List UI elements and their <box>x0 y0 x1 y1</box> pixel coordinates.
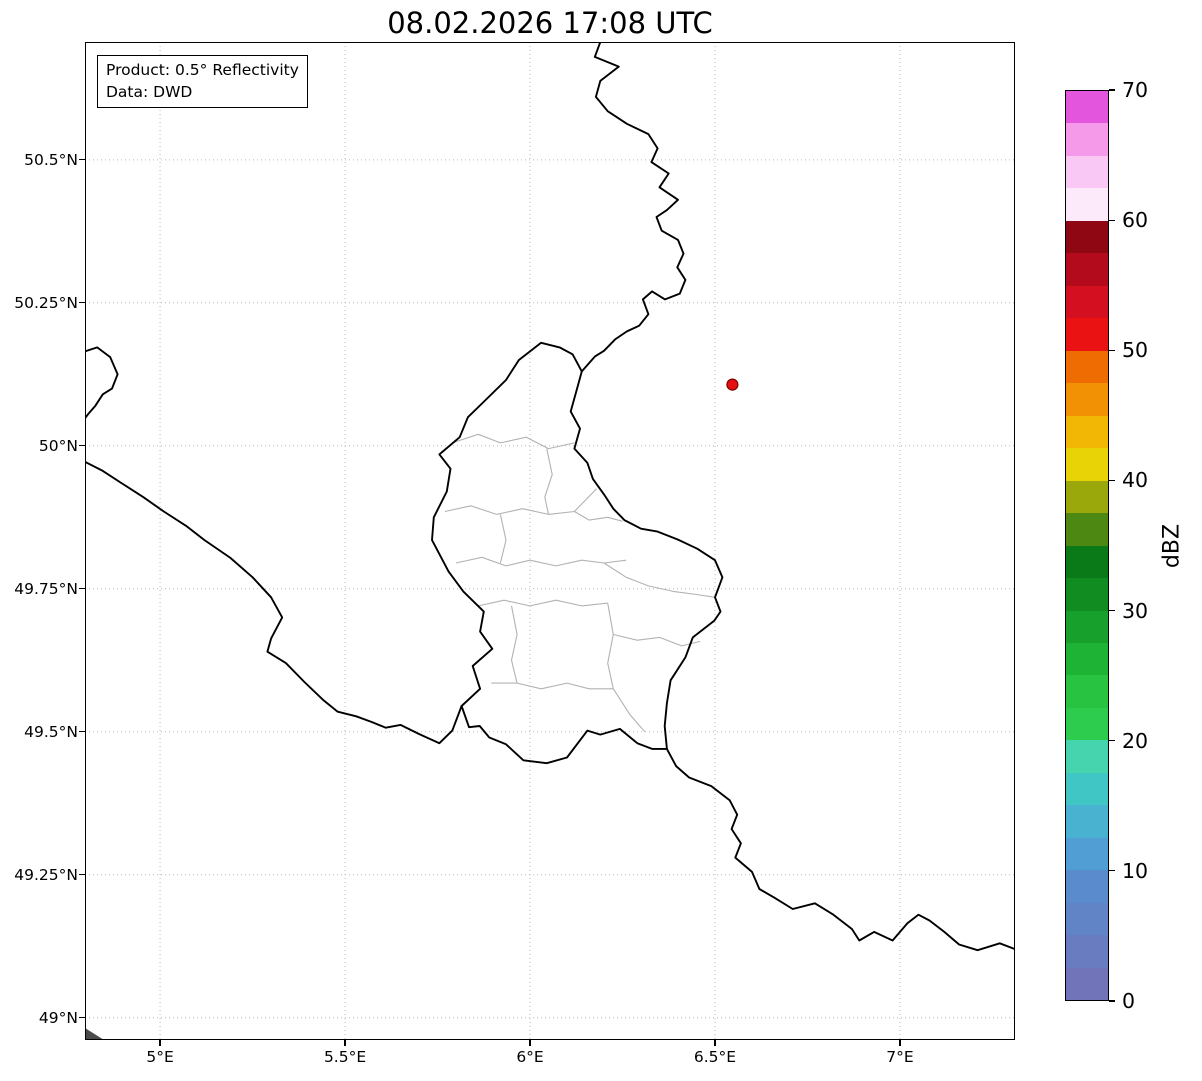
canton-border <box>613 633 701 647</box>
colorbar-tick-mark <box>1109 89 1115 91</box>
y-tick-label: 50°N <box>38 436 78 455</box>
colorbar-tick-label: 0 <box>1122 989 1136 1013</box>
x-tick-mark <box>714 1040 716 1046</box>
canton-border <box>455 556 627 567</box>
colorbar-tick-label: 20 <box>1122 728 1149 753</box>
y-tick-mark <box>79 445 85 447</box>
x-tick-label: 6.5°E <box>693 1048 737 1066</box>
colorbar-segment <box>1066 610 1108 643</box>
x-tick-mark <box>159 1040 161 1046</box>
colorbar <box>1065 90 1109 1001</box>
givet-finger-border <box>85 346 119 420</box>
colorbar-segment <box>1066 870 1108 903</box>
x-tick-mark <box>899 1040 901 1046</box>
colorbar-tick-mark <box>1109 609 1115 612</box>
canton-border <box>574 511 623 522</box>
colorbar-segment <box>1066 383 1108 416</box>
colorbar-segment <box>1066 642 1108 676</box>
colorbar-segment <box>1066 318 1108 351</box>
canton-border <box>607 603 614 689</box>
y-tick-label: 49.75°N <box>14 579 78 598</box>
colorbar-segment <box>1066 220 1108 254</box>
canton-border <box>478 599 608 607</box>
y-tick-label: 50.5°N <box>24 150 78 169</box>
colorbar-tick-label: 30 <box>1122 598 1149 623</box>
luxembourg-border <box>431 341 724 765</box>
y-tick-label: 50.25°N <box>14 293 78 312</box>
colorbar-segment <box>1066 740 1108 773</box>
colorbar-segment <box>1066 448 1108 481</box>
germany-belgium-border <box>580 42 687 373</box>
y-tick-mark <box>79 1017 85 1019</box>
x-tick-label: 5°E <box>146 1048 174 1066</box>
colorbar-segment <box>1066 155 1108 189</box>
colorbar-tick-mark <box>1109 740 1115 742</box>
colorbar-tick-mark <box>1109 349 1115 351</box>
y-tick-mark <box>79 874 85 876</box>
colorbar-segment <box>1066 123 1108 156</box>
y-tick-mark <box>79 159 85 161</box>
colorbar-segment <box>1066 253 1108 286</box>
x-tick-mark <box>344 1040 346 1046</box>
colorbar-segment <box>1066 188 1108 221</box>
colorbar-segment <box>1066 935 1108 968</box>
annotation-product: Product: 0.5° Reflectivity <box>106 61 299 79</box>
colorbar-segment <box>1066 805 1108 838</box>
colorbar-segment <box>1066 480 1108 514</box>
colorbar-segment <box>1066 513 1108 546</box>
colorbar-segment <box>1066 285 1108 319</box>
canton-border <box>452 433 575 450</box>
colorbar-tick-label: 40 <box>1122 468 1149 493</box>
colorbar-tick-label: 70 <box>1122 78 1149 102</box>
colorbar-segment <box>1066 902 1108 936</box>
y-tick-mark <box>79 588 85 590</box>
x-tick-label: 7°E <box>886 1048 914 1066</box>
france-belgium-border <box>85 460 463 745</box>
canton-border <box>491 682 614 690</box>
colorbar-segment <box>1066 837 1108 871</box>
colorbar-tick-label: 50 <box>1122 338 1149 363</box>
colorbar-segment <box>1066 545 1108 579</box>
y-tick-label: 49.25°N <box>14 865 78 884</box>
figure-title: 08.02.2026 17:08 UTC <box>387 6 713 40</box>
colorbar-segment <box>1066 350 1108 384</box>
x-tick-label: 6°E <box>516 1048 544 1066</box>
colorbar-tick-label: 60 <box>1122 208 1149 233</box>
annotation-source: Data: DWD <box>106 83 193 101</box>
canton-border <box>444 488 597 515</box>
colorbar-segment <box>1066 675 1108 708</box>
colorbar-tick-mark <box>1109 479 1115 482</box>
canton-border <box>510 605 518 684</box>
canton-border <box>544 448 553 515</box>
annotation-box: Product: 0.5° Reflectivity Data: DWD <box>97 55 308 108</box>
colorbar-segment <box>1066 91 1108 124</box>
radar-location-marker <box>726 378 739 391</box>
france-germany-border <box>665 747 1015 952</box>
map-plot <box>85 42 1015 1040</box>
colorbar-segment <box>1066 578 1108 611</box>
colorbar-segment <box>1066 415 1108 449</box>
colorbar-segment <box>1066 772 1108 806</box>
y-tick-label: 49.5°N <box>24 722 78 741</box>
y-tick-mark <box>79 302 85 304</box>
x-tick-mark <box>529 1040 531 1046</box>
colorbar-tick-mark <box>1109 1000 1115 1002</box>
canton-border <box>603 562 716 598</box>
colorbar-segment <box>1066 967 1108 1001</box>
colorbar-segment <box>1066 707 1108 741</box>
canton-border <box>612 688 646 733</box>
y-tick-mark <box>79 731 85 733</box>
y-tick-label: 49°N <box>38 1008 78 1027</box>
colorbar-tick-label: 10 <box>1122 858 1149 883</box>
colorbar-axis-label: dBZ <box>1159 523 1185 569</box>
colorbar-tick-mark <box>1109 870 1115 872</box>
corner-artifact <box>85 1028 104 1040</box>
canton-border <box>499 514 507 564</box>
colorbar-tick-mark <box>1109 219 1115 221</box>
x-tick-label: 5.5°E <box>323 1048 367 1066</box>
